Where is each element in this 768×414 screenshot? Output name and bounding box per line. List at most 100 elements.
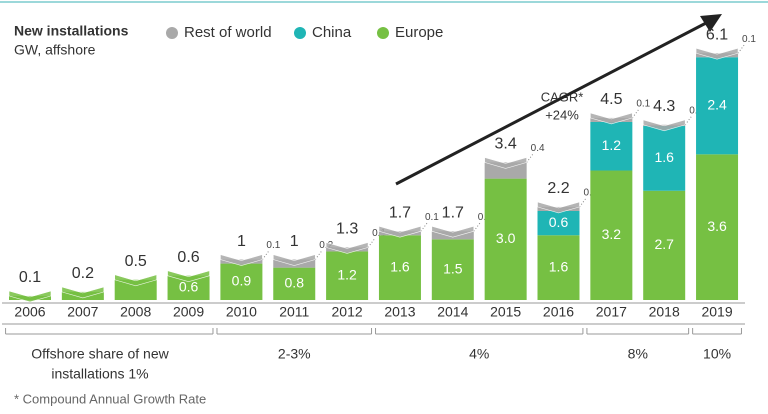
total-label: 1 (237, 233, 246, 250)
bar-top-fold (114, 274, 157, 287)
value-label: 1.6 (390, 258, 410, 274)
x-tick-label: 2018 (649, 304, 680, 320)
x-tick-label: 2009 (173, 304, 204, 320)
value-label: 1.5 (443, 260, 463, 276)
bar-segment (643, 126, 686, 191)
leader (579, 198, 586, 208)
bar-segment (643, 124, 686, 127)
value-label: 3.0 (496, 230, 516, 246)
legend-label: Europe (395, 24, 443, 41)
value-label: 0.6 (549, 214, 569, 230)
group-label: 2-3% (278, 346, 311, 362)
leader (526, 154, 534, 163)
bar-top-fold (8, 290, 52, 303)
bar-top-fold (590, 112, 633, 125)
chart-title: New installations (14, 23, 129, 39)
total-label: 4.3 (653, 98, 675, 115)
x-tick-label: 2014 (437, 304, 468, 320)
arrow-head (700, 14, 722, 32)
x-tick-label: 2007 (67, 304, 98, 320)
bar-top-fold (431, 225, 475, 238)
bar-top-fold (378, 225, 422, 238)
value-label: 0.1 (742, 34, 756, 45)
value-label: 3.2 (602, 226, 622, 242)
bar-segment (696, 57, 739, 155)
bar-segment (537, 210, 580, 236)
group-label: 4% (469, 346, 489, 362)
bar-top-fold (484, 157, 527, 169)
legend-label: Rest of world (184, 24, 272, 41)
x-tick-label: 2011 (279, 304, 309, 320)
total-label: 1.7 (389, 204, 411, 221)
legend-swatch (294, 27, 306, 39)
total-label: 1.7 (442, 204, 464, 221)
bar-top-fold (642, 119, 686, 132)
x-tick-label: 2015 (490, 304, 521, 320)
total-label: 2.2 (547, 180, 569, 197)
total-label: 3.4 (495, 136, 517, 153)
total-label: 0.5 (125, 253, 147, 270)
bar-segment (590, 121, 633, 171)
bar-segment (220, 263, 263, 300)
bar-segment (696, 154, 739, 300)
bar-top-fold (537, 201, 580, 214)
leader (367, 239, 375, 248)
x-tick-label: 2019 (701, 304, 732, 320)
bar-segment (537, 235, 580, 300)
value-label: 1.6 (654, 149, 674, 165)
total-label: 0.1 (19, 269, 41, 286)
value-label: 2.7 (654, 236, 674, 252)
value-label: 1.6 (549, 258, 569, 274)
leader (420, 222, 428, 232)
bar-top-fold (272, 254, 316, 266)
leader (314, 251, 322, 260)
leader (737, 44, 745, 54)
trend-arrow (395, 20, 709, 186)
total-label: 1.3 (336, 221, 358, 238)
total-label: 6.1 (706, 26, 728, 43)
bar-top-fold (325, 242, 369, 254)
value-label: 0.1 (266, 240, 280, 251)
bar-segment (378, 235, 421, 300)
bar-top-fold (695, 47, 739, 60)
x-tick-label: 2010 (226, 304, 257, 320)
bar-segment (484, 178, 527, 300)
leader (473, 222, 481, 232)
value-label: 1.2 (602, 137, 622, 153)
value-label: 1.2 (337, 266, 357, 282)
bar-segment (484, 162, 527, 179)
bar-segment (326, 251, 369, 300)
value-label: 0.4 (531, 143, 545, 154)
bar-segment (643, 190, 686, 300)
x-tick-label: 2008 (120, 304, 151, 320)
bar-segment (273, 267, 316, 300)
value-label: 3.6 (707, 218, 727, 234)
x-tick-label: 2006 (14, 304, 45, 320)
bar-top-fold (167, 270, 210, 283)
bar-segment (114, 279, 157, 300)
x-tick-label: 2017 (596, 304, 627, 320)
value-label: 0.6 (179, 279, 199, 295)
leader (631, 109, 639, 119)
x-tick-label: 2013 (384, 304, 415, 320)
leader (261, 251, 269, 260)
legend-label: China (312, 24, 352, 41)
bar-segment (431, 239, 474, 300)
group-label: 10% (703, 346, 731, 362)
x-tick-label: 2016 (543, 304, 574, 320)
legend-swatch (166, 27, 178, 39)
annotation: +24% (545, 107, 579, 122)
bar-top-fold (220, 254, 263, 266)
value-label: 0.1 (425, 212, 439, 223)
value-label: 0.9 (232, 272, 252, 288)
total-label: 4.5 (600, 91, 622, 108)
total-label: 1 (290, 233, 299, 250)
value-label: 2.4 (707, 96, 727, 112)
total-label: 0.2 (72, 265, 94, 282)
value-label: 0.8 (285, 275, 305, 291)
chart-subtitle: GW, affshore (14, 42, 96, 58)
group-label: installations 1% (51, 366, 148, 382)
total-label: 0.6 (177, 249, 199, 266)
footnote: * Compound Annual Growth Rate (14, 391, 206, 406)
